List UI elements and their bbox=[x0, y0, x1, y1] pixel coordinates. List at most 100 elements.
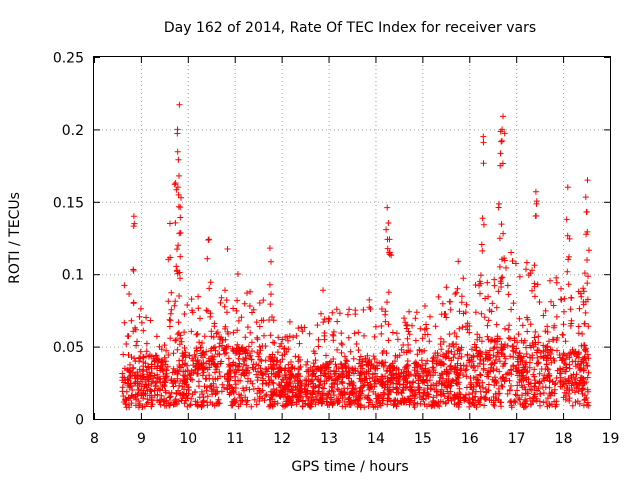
data-point bbox=[162, 387, 169, 394]
data-point bbox=[548, 298, 554, 305]
x-tick-label: 13 bbox=[320, 431, 338, 447]
data-point bbox=[289, 393, 296, 400]
data-point bbox=[239, 366, 246, 373]
data-point bbox=[385, 220, 392, 226]
data-point bbox=[257, 369, 264, 376]
data-point bbox=[427, 372, 434, 379]
data-point bbox=[450, 354, 457, 361]
data-point bbox=[486, 354, 492, 361]
data-point bbox=[224, 309, 230, 316]
data-point bbox=[136, 313, 143, 320]
data-point bbox=[198, 388, 205, 395]
data-point bbox=[446, 331, 453, 338]
data-point bbox=[339, 364, 346, 371]
data-point bbox=[418, 365, 425, 372]
data-point bbox=[563, 364, 570, 371]
data-point bbox=[503, 371, 510, 378]
data-point bbox=[320, 385, 327, 392]
data-point bbox=[379, 379, 386, 386]
data-point bbox=[266, 403, 273, 410]
chart-title: Day 162 of 2014, Rate Of TEC Index for r… bbox=[164, 20, 536, 36]
data-point bbox=[580, 288, 587, 295]
data-point bbox=[394, 354, 401, 361]
data-point bbox=[131, 220, 138, 227]
data-point bbox=[582, 298, 589, 305]
data-point bbox=[297, 388, 304, 395]
data-point bbox=[328, 358, 335, 365]
x-tick-label: 9 bbox=[137, 431, 146, 447]
data-point bbox=[364, 395, 371, 402]
data-point bbox=[152, 379, 159, 386]
data-point bbox=[366, 384, 373, 391]
data-point bbox=[295, 392, 302, 399]
data-point bbox=[382, 373, 388, 380]
data-point bbox=[387, 363, 394, 369]
data-point bbox=[350, 370, 357, 377]
data-point bbox=[329, 400, 336, 407]
data-point bbox=[393, 330, 400, 337]
data-point bbox=[478, 394, 485, 401]
data-point bbox=[358, 371, 365, 377]
data-point bbox=[235, 377, 241, 384]
data-point bbox=[414, 351, 421, 358]
data-point bbox=[184, 302, 191, 308]
data-point bbox=[250, 386, 257, 392]
data-point bbox=[268, 291, 274, 298]
data-point bbox=[473, 382, 480, 388]
data-point bbox=[294, 383, 301, 390]
x-tick-label: 15 bbox=[414, 431, 432, 447]
data-point bbox=[276, 365, 283, 372]
data-point bbox=[176, 357, 183, 364]
data-point bbox=[432, 323, 439, 330]
data-point bbox=[523, 351, 530, 357]
data-point bbox=[426, 401, 432, 408]
data-point bbox=[384, 299, 390, 306]
data-point bbox=[305, 368, 312, 375]
data-point bbox=[436, 378, 443, 385]
data-point bbox=[189, 309, 196, 316]
x-tick-label: 17 bbox=[508, 431, 526, 447]
data-point bbox=[176, 382, 183, 389]
data-point bbox=[470, 352, 477, 359]
data-point bbox=[455, 258, 462, 265]
data-point bbox=[142, 390, 149, 397]
data-point bbox=[241, 300, 248, 307]
data-point bbox=[549, 401, 555, 408]
data-point bbox=[455, 355, 462, 362]
data-point bbox=[404, 378, 411, 385]
data-point bbox=[576, 305, 583, 312]
data-point bbox=[475, 377, 482, 384]
data-point bbox=[547, 277, 553, 284]
data-point bbox=[524, 390, 531, 397]
data-point bbox=[213, 400, 220, 407]
data-point bbox=[422, 303, 428, 309]
data-point bbox=[314, 322, 321, 329]
data-point bbox=[495, 204, 502, 211]
data-point bbox=[447, 362, 454, 369]
y-axis-label: ROTI / TECUs bbox=[7, 192, 23, 284]
data-point bbox=[490, 401, 497, 408]
data-point bbox=[334, 381, 341, 388]
data-point bbox=[447, 306, 454, 313]
data-point bbox=[508, 382, 514, 389]
data-point bbox=[310, 397, 317, 404]
data-point bbox=[410, 392, 416, 399]
data-point bbox=[221, 373, 228, 380]
data-point bbox=[176, 293, 183, 299]
data-point bbox=[407, 398, 414, 404]
data-point bbox=[144, 396, 151, 403]
data-point bbox=[148, 397, 155, 404]
data-point bbox=[443, 284, 450, 291]
data-point bbox=[385, 321, 392, 328]
data-point bbox=[134, 378, 141, 385]
data-point bbox=[506, 377, 513, 384]
data-point bbox=[355, 347, 362, 354]
data-point bbox=[176, 363, 183, 370]
data-point bbox=[244, 397, 251, 404]
data-point bbox=[386, 236, 393, 243]
data-point bbox=[289, 387, 296, 394]
data-point bbox=[456, 350, 463, 357]
data-point bbox=[157, 396, 164, 403]
data-point bbox=[240, 385, 246, 392]
data-point bbox=[297, 356, 303, 363]
